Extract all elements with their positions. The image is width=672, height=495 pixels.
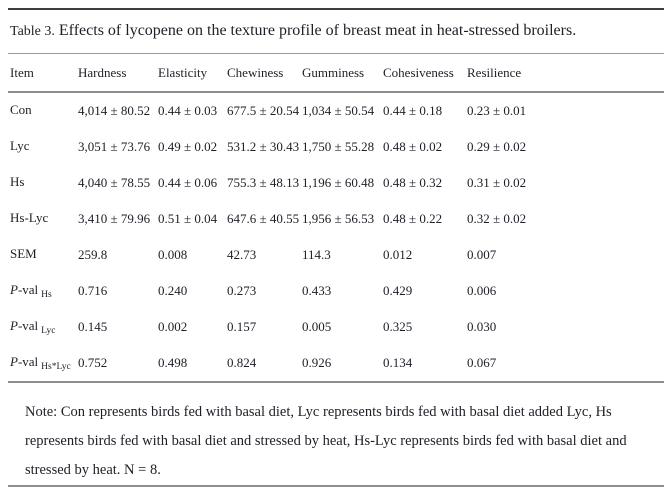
data-cell: 0.498 xyxy=(158,355,188,370)
data-cell: 0.240 xyxy=(158,283,188,298)
data-cell: 0.030 xyxy=(467,319,497,334)
data-cell: 0.752 xyxy=(78,355,108,370)
data-cell: 0.006 xyxy=(467,283,497,298)
table-row-sem: SEM 259.8 0.008 42.73 114.3 0.012 0.007 xyxy=(10,237,664,273)
table-row-pval-hs-lyc: P-val Hs*Lyc 0.752 0.498 0.824 0.926 0.13… xyxy=(10,345,664,381)
column-header-cohesiveness: Cohesiveness xyxy=(383,64,454,80)
data-cell: 0.433 xyxy=(302,283,332,298)
table-caption: Table 3. Effects of lycopene on the text… xyxy=(0,10,672,53)
texture-profile-table: Item Hardness Elasticity Chewiness Gummi… xyxy=(10,54,664,91)
body-bottom-divider xyxy=(8,381,664,383)
data-cell: 0.429 xyxy=(383,283,413,298)
data-cell: 0.48 ± 0.32 xyxy=(383,175,443,190)
column-header-hardness: Hardness xyxy=(78,64,127,80)
data-cell: 1,750 ± 55.28 xyxy=(302,139,375,154)
table-row-pval-lyc: P-val Lyc 0.145 0.002 0.157 0.005 0.325 0… xyxy=(10,309,664,345)
row-label: Hs xyxy=(10,173,25,189)
data-cell: 0.48 ± 0.02 xyxy=(383,139,443,154)
row-label: P-val Lyc xyxy=(10,317,56,337)
data-cell: 114.3 xyxy=(302,247,331,262)
data-cell: 0.134 xyxy=(383,355,413,370)
column-header-elasticity: Elasticity xyxy=(158,64,208,80)
table-row-hs: Hs 4,040 ± 78.55 0.44 ± 0.06 755.3 ± 48.… xyxy=(10,165,664,201)
data-cell: 0.44 ± 0.03 xyxy=(158,103,218,118)
table-row-pval-hs: P-val Hs 0.716 0.240 0.273 0.433 0.429 0.… xyxy=(10,273,664,309)
data-cell: 1,034 ± 50.54 xyxy=(302,103,375,118)
page-bottom-rule xyxy=(8,485,664,487)
data-cell: 0.008 xyxy=(158,247,188,262)
row-label: Lyc xyxy=(10,137,30,153)
data-cell: 0.716 xyxy=(78,283,108,298)
table-title-text: Effects of lycopene on the texture profi… xyxy=(54,22,577,39)
data-cell: 677.5 ± 20.54 xyxy=(227,103,300,118)
table-row-hs-lyc: Hs-Lyc 3,410 ± 79.96 0.51 ± 0.04 647.6 ±… xyxy=(10,201,664,237)
data-cell: 0.067 xyxy=(467,355,497,370)
data-cell: 3,051 ± 73.76 xyxy=(78,139,151,154)
data-cell: 531.2 ± 30.43 xyxy=(227,139,300,154)
data-cell: 0.48 ± 0.22 xyxy=(383,211,443,226)
data-cell: 4,040 ± 78.55 xyxy=(78,175,151,190)
data-cell: 0.005 xyxy=(302,319,332,334)
texture-profile-table-body: Con 4,014 ± 80.52 0.44 ± 0.03 677.5 ± 20… xyxy=(10,93,664,381)
table-header: Item Hardness Elasticity Chewiness Gummi… xyxy=(10,54,664,91)
row-label: Con xyxy=(10,101,32,117)
data-cell: 0.49 ± 0.02 xyxy=(158,139,218,154)
data-cell: 1,196 ± 60.48 xyxy=(302,175,375,190)
data-cell: 3,410 ± 79.96 xyxy=(78,211,151,226)
data-cell: 0.325 xyxy=(383,319,413,334)
data-cell: 0.44 ± 0.06 xyxy=(158,175,218,190)
caption-divider xyxy=(8,53,664,54)
data-cell: 0.29 ± 0.02 xyxy=(467,139,527,154)
table-row-con: Con 4,014 ± 80.52 0.44 ± 0.03 677.5 ± 20… xyxy=(10,93,664,129)
data-cell: 0.002 xyxy=(158,319,188,334)
row-label: P-val Hs*Lyc xyxy=(10,353,71,373)
header-divider xyxy=(8,91,664,93)
data-cell: 755.3 ± 48.13 xyxy=(227,175,300,190)
data-cell: 0.145 xyxy=(78,319,108,334)
table-footnote: Note: Con represents birds fed with basa… xyxy=(25,404,627,478)
data-cell: 0.51 ± 0.04 xyxy=(158,211,218,226)
row-label: P-val Hs xyxy=(10,281,52,301)
data-cell: 259.8 xyxy=(78,247,108,262)
data-cell: 42.73 xyxy=(227,247,257,262)
row-label: Hs-Lyc xyxy=(10,209,49,225)
data-cell: 647.6 ± 40.55 xyxy=(227,211,300,226)
data-cell: 0.23 ± 0.01 xyxy=(467,103,527,118)
data-cell: 0.012 xyxy=(383,247,413,262)
row-label: SEM xyxy=(10,245,37,261)
column-header-resilience: Resilience xyxy=(467,64,522,80)
data-cell: 0.157 xyxy=(227,319,257,334)
column-header-gumminess: Gumminess xyxy=(302,64,365,80)
data-cell: 0.273 xyxy=(227,283,257,298)
column-header-item: Item xyxy=(10,64,34,80)
data-cell: 0.32 ± 0.02 xyxy=(467,211,527,226)
data-cell: 0.824 xyxy=(227,355,257,370)
column-header-chewiness: Chewiness xyxy=(227,64,284,80)
data-cell: 0.31 ± 0.02 xyxy=(467,175,527,190)
data-cell: 1,956 ± 56.53 xyxy=(302,211,375,226)
table-number: Table 3. xyxy=(10,24,55,39)
data-cell: 4,014 ± 80.52 xyxy=(78,103,151,118)
data-cell: 0.007 xyxy=(467,247,497,262)
data-cell: 0.926 xyxy=(302,355,332,370)
table-row-lyc: Lyc 3,051 ± 73.76 0.49 ± 0.02 531.2 ± 30… xyxy=(10,129,664,165)
header-row: Item Hardness Elasticity Chewiness Gummi… xyxy=(10,54,664,91)
table-top-rule xyxy=(8,8,664,10)
data-cell: 0.44 ± 0.18 xyxy=(383,103,443,118)
